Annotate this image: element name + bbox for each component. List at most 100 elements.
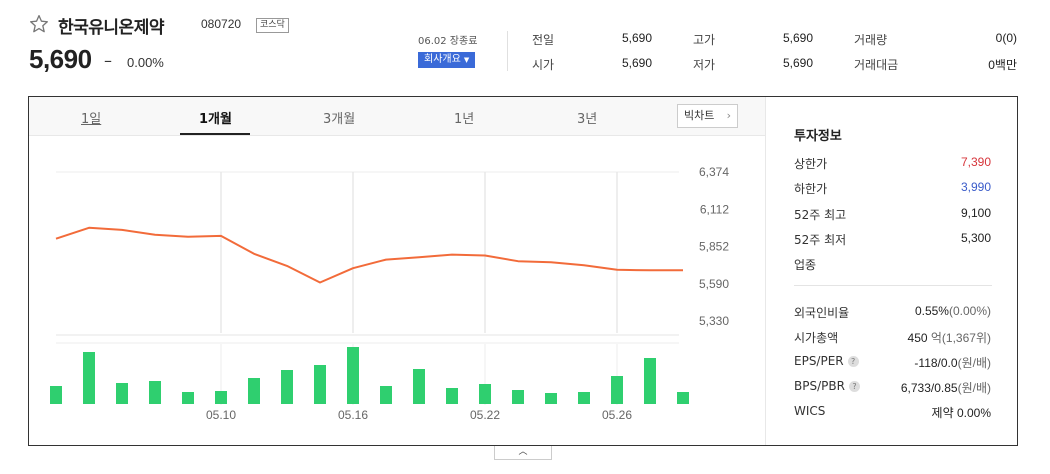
volume-bar bbox=[644, 358, 656, 404]
industry-label: 업종 bbox=[794, 258, 817, 272]
help-icon[interactable]: ? bbox=[847, 356, 859, 367]
company-overview-button[interactable]: 회사개요 ▼ bbox=[418, 52, 476, 68]
low-52w-value: 5,300 bbox=[960, 231, 991, 245]
trade-date-status: 06.02 장종료 bbox=[418, 36, 478, 47]
help-icon[interactable]: ? bbox=[848, 381, 860, 392]
lower-limit-value: 3,990 bbox=[960, 180, 991, 194]
info-divider bbox=[794, 285, 992, 286]
quote-label-trade-value: 거래대금 bbox=[854, 58, 899, 72]
period-tabs: 1일 1개월 3개월 1년 3년 빅차트 › bbox=[29, 97, 765, 136]
quote-label-low: 저가 bbox=[693, 58, 716, 72]
high-52w-label: 52주 최고 bbox=[794, 208, 847, 222]
y-tick-label: 5,330 bbox=[699, 314, 729, 328]
foreign-ratio-value: 0.55%(0.00%) bbox=[915, 304, 991, 318]
quote-label-volume: 거래량 bbox=[854, 33, 888, 47]
lower-limit-label: 하한가 bbox=[794, 182, 828, 196]
quote-label-high: 고가 bbox=[693, 33, 716, 47]
x-tick-label: 05.22 bbox=[470, 408, 500, 422]
y-tick-label: 6,112 bbox=[700, 202, 729, 216]
market-cap-sub: 억(1,367위) bbox=[930, 331, 991, 345]
caret-down-icon: ▼ bbox=[463, 56, 470, 64]
quote-value-trade-value: 0백만 bbox=[988, 58, 1017, 72]
x-tick-label: 05.10 bbox=[206, 408, 236, 422]
change-sign: – bbox=[104, 51, 112, 70]
volume-bar bbox=[446, 388, 458, 404]
bps-pbr-value: 6,733/0.85(원/배) bbox=[901, 379, 991, 396]
big-chart-label: 빅차트 bbox=[684, 109, 715, 122]
big-chart-button[interactable]: 빅차트 › bbox=[677, 104, 738, 128]
quote-label-open: 시가 bbox=[532, 58, 555, 72]
price-line bbox=[55, 226, 683, 284]
eps-per-main: -118/0.0 bbox=[914, 356, 958, 370]
tab-1year[interactable]: 1년 bbox=[454, 112, 475, 127]
eps-per-label: EPS/PER? bbox=[794, 354, 859, 368]
collapse-toggle-button[interactable]: ︿ bbox=[494, 446, 552, 460]
foreign-ratio-label: 외국인비율 bbox=[794, 306, 850, 320]
tab-1day[interactable]: 1일 bbox=[81, 112, 102, 127]
volume-bar bbox=[347, 347, 359, 404]
volume-bar bbox=[215, 391, 227, 404]
bps-pbr-main: 6,733/0.85 bbox=[900, 381, 958, 395]
quote-value-low: 5,690 bbox=[782, 56, 813, 70]
high-52w-value: 9,100 bbox=[960, 206, 991, 220]
low-52w-label: 52주 최저 bbox=[794, 233, 847, 247]
bps-pbr-text: BPS/PBR bbox=[794, 379, 845, 393]
volume-bar bbox=[413, 369, 425, 404]
wics-value: 제약 0.00% bbox=[931, 406, 991, 420]
volume-bar bbox=[116, 383, 128, 404]
x-tick-label: 05.16 bbox=[338, 408, 368, 422]
tab-1month[interactable]: 1개월 bbox=[199, 112, 232, 127]
quote-value-volume: 0(0) bbox=[995, 31, 1017, 45]
volume-bar bbox=[314, 365, 326, 404]
change-rate: 0.00% bbox=[127, 55, 164, 70]
market-badge: 코스닥 bbox=[256, 18, 289, 33]
eps-per-sub: (원/배) bbox=[957, 356, 991, 370]
volume-bar bbox=[248, 378, 260, 404]
current-price: 5,690 bbox=[29, 44, 92, 74]
eps-per-text: EPS/PER bbox=[794, 354, 844, 368]
price-chart: 6,374 6,112 5,852 5,590 5,330 05.10 05.16 05.2… bbox=[50, 165, 729, 422]
quote-value-prev-close: 5,690 bbox=[621, 31, 652, 45]
foreign-ratio-sub: (0.00%) bbox=[948, 304, 991, 318]
wics-label: WICS bbox=[794, 404, 826, 418]
chart-panel: 1일 1개월 3개월 1년 3년 빅차트 › 6,374 6,112 5,852 5,5… bbox=[28, 96, 1018, 446]
stock-code: 080720 bbox=[201, 17, 242, 31]
chevron-right-icon: › bbox=[726, 109, 731, 122]
tab-3month[interactable]: 3개월 bbox=[323, 112, 356, 127]
volume-bar bbox=[149, 381, 161, 404]
favorite-star-icon[interactable] bbox=[29, 14, 49, 34]
market-cap-value: 450 억(1,367위) bbox=[908, 329, 991, 346]
quote-label-prev-close: 전일 bbox=[532, 33, 555, 47]
bps-pbr-label: BPS/PBR? bbox=[794, 379, 860, 393]
y-tick-label: 5,590 bbox=[699, 277, 729, 291]
company-overview-label: 회사개요 bbox=[424, 54, 461, 65]
tab-3year[interactable]: 3년 bbox=[577, 112, 598, 127]
investment-info-panel: 투자정보 상한가 7,390 하한가 3,990 52주 최고 9,100 52… bbox=[765, 97, 1017, 445]
eps-per-value: -118/0.0(원/배) bbox=[914, 354, 991, 371]
foreign-ratio-main: 0.55% bbox=[914, 304, 949, 318]
x-tick-label: 05.26 bbox=[602, 408, 632, 422]
y-tick-label: 5,852 bbox=[699, 240, 729, 254]
volume-bar bbox=[512, 390, 524, 404]
quote-value-open: 5,690 bbox=[621, 56, 652, 70]
stock-name: 한국유니온제약 bbox=[58, 18, 164, 38]
volume-bar bbox=[578, 392, 590, 404]
volume-bar bbox=[50, 386, 62, 404]
bps-pbr-sub: (원/배) bbox=[957, 381, 991, 395]
volume-bar bbox=[182, 392, 194, 404]
upper-limit-label: 상한가 bbox=[794, 157, 828, 171]
investment-info-title: 투자정보 bbox=[794, 129, 842, 144]
y-tick-label: 6,374 bbox=[699, 165, 729, 179]
volume-bar bbox=[479, 384, 491, 404]
volume-bar bbox=[83, 352, 95, 404]
header-divider bbox=[507, 31, 508, 71]
quote-value-high: 5,690 bbox=[782, 31, 813, 45]
market-cap-main: 450 bbox=[907, 331, 928, 345]
volume-bar bbox=[677, 392, 689, 404]
chevron-up-icon: ︿ bbox=[518, 447, 528, 457]
volume-bar bbox=[281, 370, 293, 404]
active-tab-indicator bbox=[180, 133, 250, 135]
volume-bar bbox=[545, 393, 557, 404]
market-cap-label: 시가총액 bbox=[794, 331, 839, 345]
volume-bar bbox=[380, 386, 392, 404]
